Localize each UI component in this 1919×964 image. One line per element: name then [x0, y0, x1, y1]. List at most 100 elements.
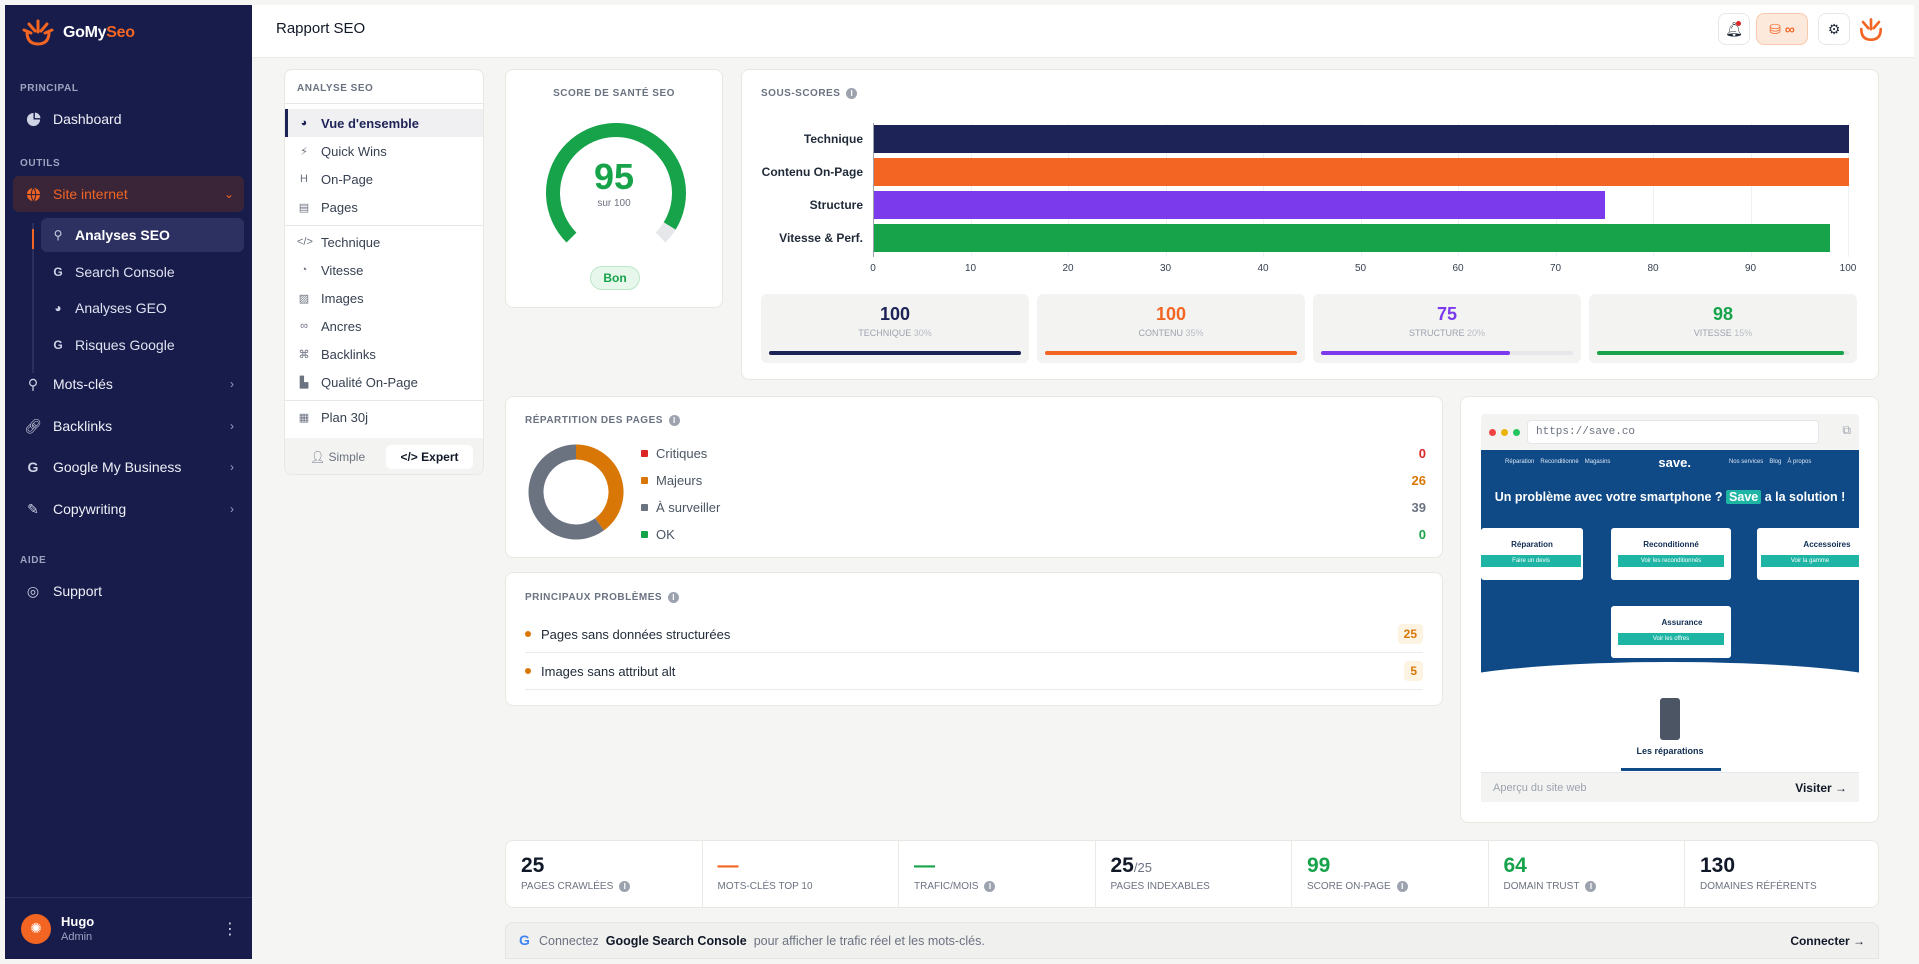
logo-icon: [1859, 18, 1883, 42]
menu-plan-30j[interactable]: ▦ Plan 30j: [285, 403, 483, 431]
nav-copywriting[interactable]: ✎ Copywriting ›: [13, 491, 244, 527]
user-profile[interactable]: ✺ Hugo Admin ⋮: [5, 897, 252, 959]
legend-swatch: [641, 503, 648, 511]
info-icon[interactable]: i: [1585, 881, 1597, 892]
x-tick-label: 50: [1354, 263, 1367, 274]
sub-search-console[interactable]: G Search Console: [41, 255, 244, 289]
stat-value-wrap: 25: [521, 854, 702, 878]
site-nav-item: Réparation: [1505, 459, 1535, 465]
nav-backlinks[interactable]: 🔗︎ Backlinks ›: [13, 408, 244, 444]
pages-donut: [528, 444, 624, 540]
credits-value: ∞: [1784, 21, 1795, 37]
grid-line: [1458, 123, 1459, 257]
credits-button[interactable]: ⛁ ∞: [1756, 13, 1808, 45]
nav-support[interactable]: ◎ Support: [13, 573, 244, 609]
gsc-banner: G Connectez Google Search Console pour a…: [505, 922, 1879, 959]
chevron-right-icon: ›: [230, 502, 234, 516]
sub-analyses-geo[interactable]: ◕ Analyses GEO: [41, 291, 244, 325]
google-icon: G: [27, 459, 39, 475]
menu-technique[interactable]: </> Technique: [285, 228, 483, 256]
sub-analyses-seo[interactable]: ⚲ Analyses SEO: [41, 218, 244, 252]
info-icon[interactable]: i: [1396, 881, 1408, 892]
info-icon[interactable]: i: [619, 881, 631, 892]
donut-slice: [528, 444, 604, 540]
submenu-active-marker: [32, 229, 34, 249]
nav-label: Mots-clés: [53, 376, 113, 392]
site-card-cta: Voir la gamme: [1761, 555, 1859, 567]
app-logo[interactable]: GoMySeo: [5, 5, 252, 61]
site-card-title: Accessoires: [1803, 540, 1851, 549]
legend-label: Critiques: [656, 445, 708, 461]
grid-line: [1555, 123, 1557, 257]
gsc-pre: Connectez: [539, 934, 599, 948]
problem-row[interactable]: Pages sans données structurées 25: [525, 616, 1423, 653]
info-icon[interactable]: i: [984, 881, 996, 892]
nav-google-my-business[interactable]: G Google My Business ›: [13, 449, 244, 485]
health-badge: Bon: [590, 266, 640, 290]
settings-button[interactable]: ⚙: [1818, 13, 1850, 45]
grid-line: [1263, 123, 1264, 257]
menu-images[interactable]: ▨ Images: [285, 284, 483, 312]
stat-value-wrap: —: [914, 854, 1095, 878]
menu-vitesse[interactable]: ◔ Vitesse: [285, 256, 483, 284]
mode-expert-button[interactable]: </> Expert: [386, 445, 473, 469]
grid-line: [1360, 123, 1362, 257]
sub-label: Analyses SEO: [75, 227, 170, 243]
brand-avatar[interactable]: [1856, 15, 1886, 50]
menu-on-page[interactable]: H On-Page: [285, 165, 483, 193]
stat-label-wrap: DOMAIN TRUST i: [1504, 881, 1685, 892]
subscore-track: [769, 351, 1021, 355]
subscore-fill: [1045, 351, 1297, 355]
info-icon[interactable]: i: [668, 415, 680, 426]
nav-site-internet[interactable]: Site internet ⌄: [13, 176, 244, 212]
stat-value-wrap: 99: [1307, 854, 1488, 878]
subscore-value: 100: [1155, 304, 1187, 324]
mode-simple-button[interactable]: 👤︎ Simple: [295, 445, 380, 469]
more-vertical-icon[interactable]: ⋮: [222, 920, 238, 938]
grid-line: [1165, 123, 1167, 257]
sub-label: Search Console: [75, 264, 175, 280]
window-dot-red: [1489, 429, 1496, 436]
google-icon: G: [53, 338, 63, 352]
chevron-right-icon: ›: [230, 460, 234, 474]
stat-label: PAGES CRAWLÉES: [521, 881, 614, 892]
site-nav-item: Blog: [1769, 459, 1782, 465]
info-icon[interactable]: i: [846, 88, 858, 99]
subscore-weight: 30%: [913, 328, 932, 338]
site-nav-item: À propos: [1787, 459, 1812, 465]
nav-dashboard[interactable]: Dashboard: [13, 101, 244, 137]
stat-tile: 99 SCORE ON-PAGE i: [1291, 840, 1488, 908]
file-icon: ▤: [298, 201, 310, 214]
x-tick-label: 30: [1159, 263, 1172, 274]
external-link-icon[interactable]: ⧉: [1842, 423, 1851, 437]
notifications-button[interactable]: 🔔︎: [1718, 13, 1750, 45]
site-preview-card: https://save.co ⧉ Réparation Recondition…: [1460, 396, 1879, 823]
stat-label: TRAFIC/MOIS: [914, 881, 979, 892]
donut-slice: [575, 444, 624, 531]
sub-risques-google[interactable]: G Risques Google: [41, 328, 244, 362]
problem-label: Images sans attribut alt: [541, 663, 676, 679]
menu-vue-ensemble[interactable]: ◕ Vue d'ensemble: [285, 109, 483, 137]
menu-qualite-on-page[interactable]: ▙ Qualité On-Page: [285, 368, 483, 396]
google-icon: G: [53, 265, 63, 279]
health-score-sub: sur 100: [597, 198, 631, 209]
legend-item: OK 0: [641, 524, 1426, 544]
submenu-line: [32, 223, 34, 373]
menu-pages[interactable]: ▤ Pages: [285, 193, 483, 221]
problem-row[interactable]: Images sans attribut alt 5: [525, 653, 1423, 690]
nav-mots-cles[interactable]: ⚲ Mots-clés ›: [13, 366, 244, 402]
visit-link[interactable]: Visiter →: [1795, 781, 1847, 795]
info-icon[interactable]: i: [668, 592, 680, 603]
url-field[interactable]: https://save.co: [1527, 420, 1819, 444]
connect-button[interactable]: Connecter →: [1790, 934, 1865, 948]
analyse-menu-title: ANALYSE SEO: [297, 83, 374, 94]
stat-tile: 64 DOMAIN TRUST i: [1488, 840, 1685, 908]
menu-ancres[interactable]: ∞ Ancres: [285, 312, 483, 340]
menu-backlinks[interactable]: ⌘ Backlinks: [285, 340, 483, 368]
warning-dot: [525, 668, 531, 674]
geo-icon: ◕: [54, 301, 62, 315]
stat-label: SCORE ON-PAGE: [1307, 881, 1391, 892]
menu-quick-wins[interactable]: ⚡︎ Quick Wins: [285, 137, 483, 165]
subscore-track: [1321, 351, 1573, 355]
site-nav-item: Nos services: [1728, 459, 1764, 465]
